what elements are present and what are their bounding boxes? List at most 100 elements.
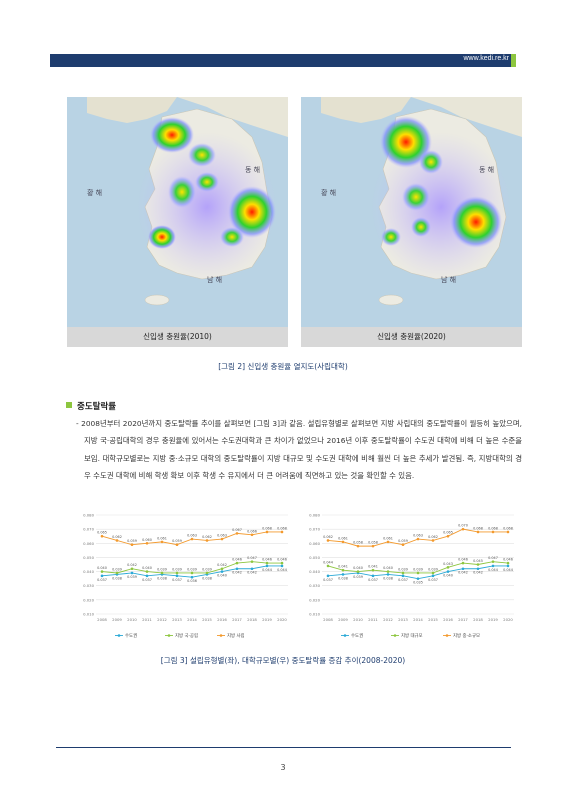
data-point	[461, 567, 465, 571]
data-point	[401, 571, 405, 575]
chart-by-type: 0.080 0.070 0.060 0.050 0.040 0.030 0.020 0.010…	[74, 509, 294, 649]
data-label: 0.059	[127, 539, 137, 543]
legend-marker	[167, 634, 171, 637]
data-label: 0.046	[503, 558, 513, 562]
data-point	[145, 541, 149, 545]
data-label: 0.042	[247, 571, 257, 575]
y-tick-label: 0.040	[83, 569, 94, 574]
data-label: 0.067	[232, 528, 242, 532]
x-tick-label: 2011	[368, 617, 378, 622]
data-label: 0.068	[262, 526, 272, 530]
data-point	[100, 534, 104, 538]
data-label: 0.062	[428, 535, 438, 539]
data-label: 0.040	[353, 566, 363, 570]
data-point	[250, 533, 254, 537]
data-label: 0.040	[383, 566, 393, 570]
data-label: 0.068	[503, 526, 513, 530]
data-point	[130, 543, 134, 546]
data-label: 0.039	[398, 567, 408, 571]
data-point	[341, 568, 345, 572]
data-label: 0.040	[142, 566, 152, 570]
data-point	[265, 530, 269, 534]
data-point	[326, 539, 330, 542]
data-label: 0.060	[142, 538, 152, 542]
data-label: 0.037	[398, 578, 408, 582]
legend-label: 수도권	[125, 632, 137, 639]
y-tick-label: 0.020	[83, 597, 94, 602]
x-tick-label: 2017	[232, 617, 242, 622]
data-point	[431, 571, 435, 575]
y-tick-label: 0.050	[309, 555, 320, 560]
data-point	[100, 574, 104, 578]
header-accent	[511, 54, 516, 67]
data-point	[220, 570, 224, 573]
data-point	[506, 530, 510, 534]
data-label: 0.058	[353, 541, 363, 545]
data-point	[175, 574, 179, 578]
figure2-maps: 황 해 동 해 남 해 신입생 충원율(2010)	[67, 97, 522, 347]
data-point	[371, 544, 375, 548]
chart-by-type-svg: 0.080 0.070 0.060 0.050 0.040 0.030 0.020 0.010…	[83, 513, 288, 639]
section-heading-text: 중도탈락률	[77, 402, 117, 412]
y-tick-label: 0.050	[83, 555, 94, 560]
data-point	[190, 575, 194, 579]
header-bar	[50, 54, 516, 67]
x-tick-label: 2012	[157, 617, 167, 622]
data-point	[190, 571, 194, 575]
data-point	[145, 570, 149, 573]
section-heading: 중도탈락률	[66, 400, 116, 412]
legend-marker	[445, 634, 449, 637]
data-point	[356, 544, 360, 548]
data-label: 0.066	[247, 529, 257, 533]
figure2-title: [그림 2] 신입생 충원율 열지도(사립대학)	[218, 362, 348, 371]
data-label: 0.038	[202, 576, 212, 580]
body-paragraph: - 2008년부터 2020년까지 중도탈락률 추이를 살펴보면 [그림 3]과…	[76, 419, 522, 480]
data-point	[356, 570, 360, 573]
data-label: 0.058	[368, 541, 378, 545]
legend-label: 지방 사립	[227, 632, 245, 639]
legend-marker	[219, 634, 223, 637]
data-label: 0.037	[428, 578, 438, 582]
data-label: 0.040	[443, 574, 453, 578]
data-label: 0.039	[428, 567, 438, 571]
x-tick-label: 2010	[127, 617, 137, 622]
data-label: 0.039	[202, 567, 212, 571]
data-point	[341, 540, 345, 544]
y-tick-label: 0.010	[309, 612, 320, 617]
legend-label: 지방 국·공립	[175, 632, 198, 639]
map-caption-2010: 신입생 충원율(2010)	[67, 327, 288, 347]
data-point	[476, 563, 480, 566]
data-point	[401, 543, 405, 546]
legend-label: 지방 대규모	[401, 632, 423, 639]
data-label: 0.038	[338, 576, 348, 580]
x-tick-label: 2015	[428, 617, 438, 622]
data-label: 0.037	[368, 578, 378, 582]
data-point	[461, 561, 465, 565]
data-label: 0.065	[443, 531, 453, 535]
data-label: 0.059	[398, 539, 408, 543]
data-label: 0.040	[97, 566, 107, 570]
data-label: 0.040	[217, 574, 227, 578]
data-label: 0.041	[368, 565, 378, 569]
data-label: 0.042	[458, 571, 468, 575]
data-label: 0.039	[112, 567, 122, 571]
data-point	[386, 540, 390, 544]
data-point	[175, 543, 179, 546]
data-point	[446, 570, 450, 573]
data-point	[401, 574, 405, 578]
data-label: 0.038	[383, 576, 393, 580]
data-label: 0.070	[458, 524, 468, 528]
data-label: 0.044	[262, 568, 272, 572]
y-tick-label: 0.040	[309, 569, 320, 574]
data-label: 0.037	[323, 578, 333, 582]
data-label: 0.039	[172, 567, 182, 571]
data-label: 0.065	[97, 531, 107, 535]
data-label: 0.045	[473, 559, 483, 563]
data-point	[280, 561, 284, 565]
header-url[interactable]: www.kedi.re.kr	[463, 55, 509, 62]
x-tick-label: 2020	[277, 617, 287, 622]
data-label: 0.036	[187, 579, 197, 583]
data-point	[431, 574, 435, 578]
data-point	[235, 567, 239, 571]
data-label: 0.042	[127, 563, 137, 567]
